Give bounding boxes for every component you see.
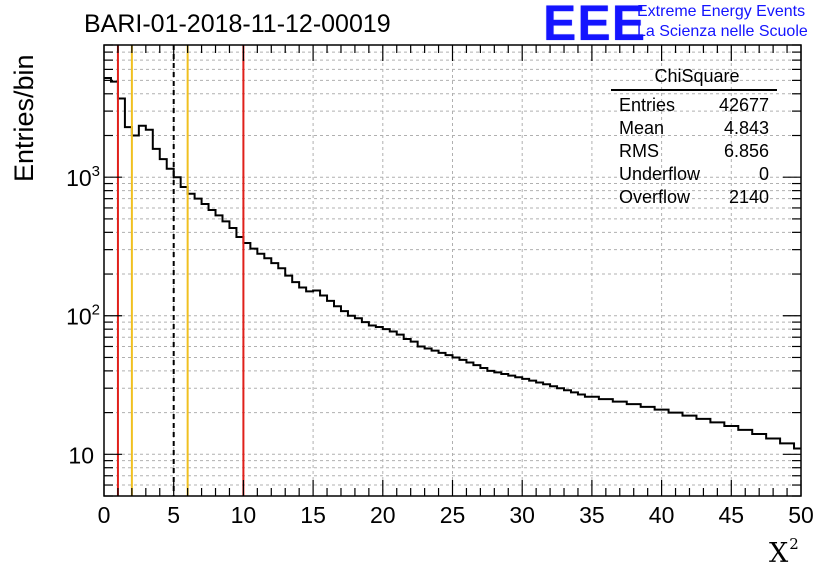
stats-value: 6.856 [723, 141, 769, 161]
stats-box-title: ChiSquare [654, 66, 740, 86]
y-tick-label: 103 [66, 163, 100, 191]
stats-label: Overflow [619, 187, 691, 207]
logo-line-2: La Scienza nelle Scuole [637, 23, 808, 40]
x-tick-label: 15 [300, 502, 326, 528]
x-tick-label: 0 [98, 502, 111, 528]
stats-row-overflow: Overflow 2140 [611, 186, 777, 209]
stats-value: 0 [758, 164, 769, 184]
y-tick-label: 102 [66, 302, 100, 330]
eee-logo: EEE [543, 0, 647, 51]
x-tick-label: 25 [440, 502, 466, 528]
plot-title: BARI-01-2018-11-12-00019 [84, 10, 391, 38]
stats-value: 2140 [728, 187, 769, 207]
x-tick-label: 50 [788, 502, 814, 528]
x-tick-label: 40 [649, 502, 675, 528]
stats-label: Entries [619, 95, 676, 115]
stats-value: 42677 [718, 95, 769, 115]
y-tick-label: 10 [68, 442, 94, 468]
stats-row-entries: Entries 42677 [611, 94, 777, 117]
x-axis-label-symbol: X [769, 538, 789, 569]
x-tick-label: 30 [509, 502, 535, 528]
x-tick-label: 45 [719, 502, 745, 528]
stats-row-underflow: Underflow 0 [611, 163, 777, 186]
stats-value: 4.843 [723, 118, 769, 138]
stats-row-mean: Mean 4.843 [611, 117, 777, 140]
stats-row-rms: RMS 6.856 [611, 140, 777, 163]
x-axis-label: X2 [769, 535, 799, 569]
stats-box-divider [611, 89, 777, 91]
x-tick-label: 5 [167, 502, 180, 528]
histogram-line [104, 77, 801, 450]
x-axis-label-superscript: 2 [789, 535, 799, 553]
x-tick-label: 10 [231, 502, 257, 528]
stats-label: RMS [619, 141, 659, 161]
y-axis-label: Entries/bin [9, 54, 39, 182]
stats-label: Mean [619, 118, 665, 138]
logo-line-1: Extreme Energy Events [637, 3, 806, 20]
x-tick-label: 35 [579, 502, 605, 528]
x-tick-label: 20 [370, 502, 396, 528]
stats-box: ChiSquare Entries 42677 Mean 4.843 RMS 6.85… [611, 66, 777, 209]
stats-label: Underflow [619, 164, 701, 184]
